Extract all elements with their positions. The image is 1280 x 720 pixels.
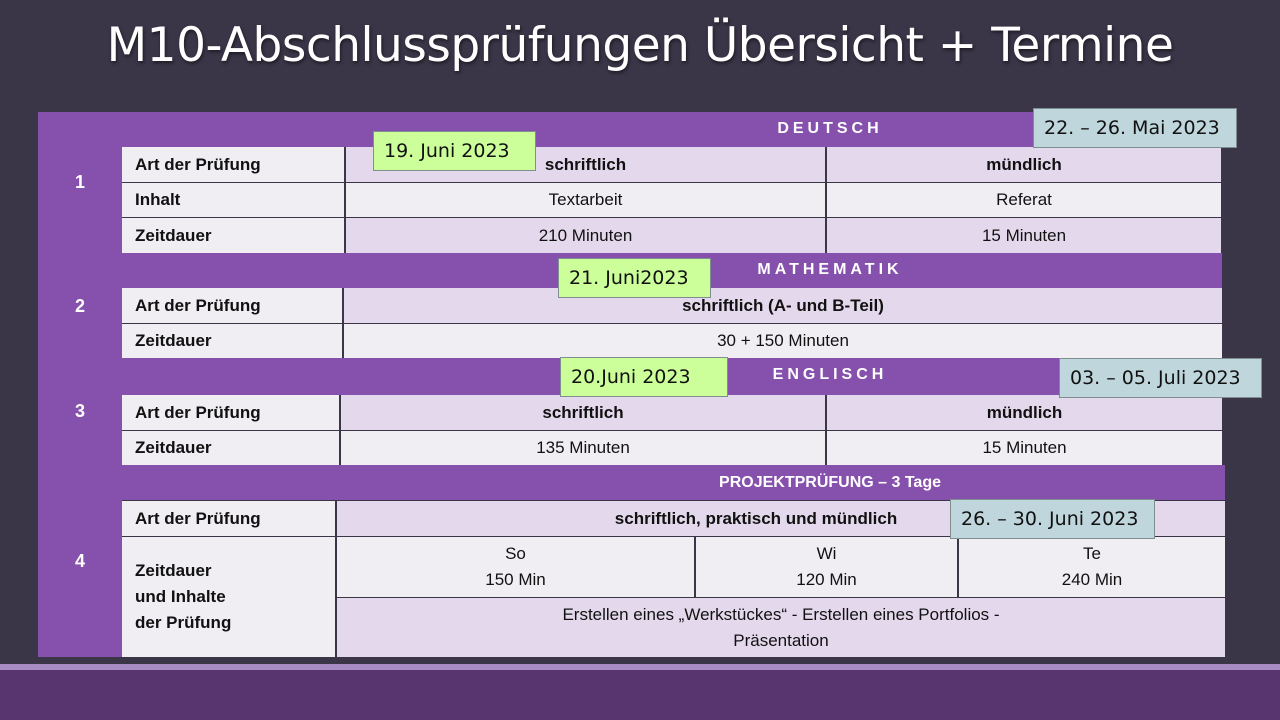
- section-deutsch-band: [38, 112, 122, 253]
- projekt-zeit-label-line: der Prüfung: [135, 613, 232, 632]
- mathe-cell: 30 + 150 Minuten: [344, 324, 1222, 358]
- projekt-day-duration: 120 Min: [796, 570, 857, 589]
- deutsch-written-date-tag: 19. Juni 2023: [373, 131, 536, 171]
- englisch-row-label: Zeitdauer: [122, 431, 339, 465]
- section-projekt-band: [38, 465, 122, 657]
- deutsch-row-label: Zeitdauer: [122, 218, 344, 253]
- projekt-content-cell: Erstellen eines „Werkstückes“ - Erstelle…: [337, 598, 1225, 657]
- englisch-cell: 135 Minuten: [341, 431, 825, 465]
- page-title: M10-Abschlussprüfungen Übersicht + Termi…: [106, 18, 1174, 73]
- englisch-cell: 15 Minuten: [827, 431, 1222, 465]
- mathe-written-date-tag: 21. Juni2023: [558, 258, 711, 298]
- deutsch-row-label: Inhalt: [122, 183, 344, 217]
- deutsch-cell: 15 Minuten: [827, 218, 1221, 253]
- footer-divider: [0, 664, 1280, 670]
- deutsch-cell: Referat: [827, 183, 1221, 217]
- projekt-header-bar: [122, 465, 1225, 500]
- projekt-day-name: Te: [1083, 544, 1101, 563]
- projekt-zeit-label-line: Zeitdauer: [135, 561, 212, 580]
- footer-band: [0, 670, 1280, 720]
- deutsch-cell: Textarbeit: [346, 183, 825, 217]
- section-englisch-band: [38, 358, 122, 465]
- projekt-content-line: Erstellen eines „Werkstückes“ - Erstelle…: [562, 604, 1000, 624]
- projekt-day-name: Wi: [816, 544, 837, 563]
- section-number-2: 2: [74, 296, 85, 316]
- englisch-written-date-tag: 20.Juni 2023: [560, 357, 728, 397]
- projekt-row-label: Art der Prüfung: [122, 501, 335, 536]
- projekt-zeit-label-line: und Inhalte: [135, 587, 226, 606]
- deutsch-oral-date-tag: 22. – 26. Mai 2023: [1033, 108, 1237, 148]
- projekt-date-tag: 26. – 30. Juni 2023: [950, 499, 1155, 539]
- mathe-row-label: Art der Prüfung: [122, 288, 342, 323]
- projekt-day-cell: So 150 Min: [337, 537, 694, 597]
- englisch-row-label: Art der Prüfung: [122, 395, 339, 430]
- englisch-oral-date-tag: 03. – 05. Juli 2023: [1059, 358, 1262, 398]
- projekt-header: PROJEKTPRÜFUNG – 3 Tage: [719, 474, 941, 491]
- projekt-day-duration: 240 Min: [1061, 570, 1123, 589]
- englisch-cell: schriftlich: [341, 395, 825, 430]
- projekt-content-line: Präsentation: [733, 630, 829, 650]
- projekt-zeit-label: Zeitdauer und Inhalte der Prüfung: [122, 537, 335, 657]
- mathe-header: MATHEMATIK: [757, 261, 903, 278]
- deutsch-cell: 210 Minuten: [346, 218, 825, 253]
- projekt-day-name: So: [505, 544, 526, 563]
- section-number-1: 1: [74, 172, 85, 192]
- projekt-art-text: schriftlich, praktisch und mündlich: [614, 508, 898, 528]
- projekt-day-cell: Te 240 Min: [959, 537, 1225, 597]
- mathe-cell: schriftlich (A- und B-Teil): [344, 288, 1222, 323]
- deutsch-row-label: Art der Prüfung: [122, 147, 344, 182]
- section-mathe-band: [38, 253, 122, 358]
- deutsch-header: DEUTSCH: [777, 120, 883, 137]
- projekt-day-duration: 150 Min: [485, 570, 546, 589]
- section-number-3: 3: [74, 401, 85, 421]
- englisch-cell: mündlich: [827, 395, 1222, 430]
- deutsch-cell: mündlich: [827, 147, 1221, 182]
- englisch-header: ENGLISCH: [772, 366, 888, 383]
- projekt-day-cell: Wi 120 Min: [696, 537, 957, 597]
- section-number-4: 4: [74, 551, 85, 571]
- mathe-row-label: Zeitdauer: [122, 324, 342, 358]
